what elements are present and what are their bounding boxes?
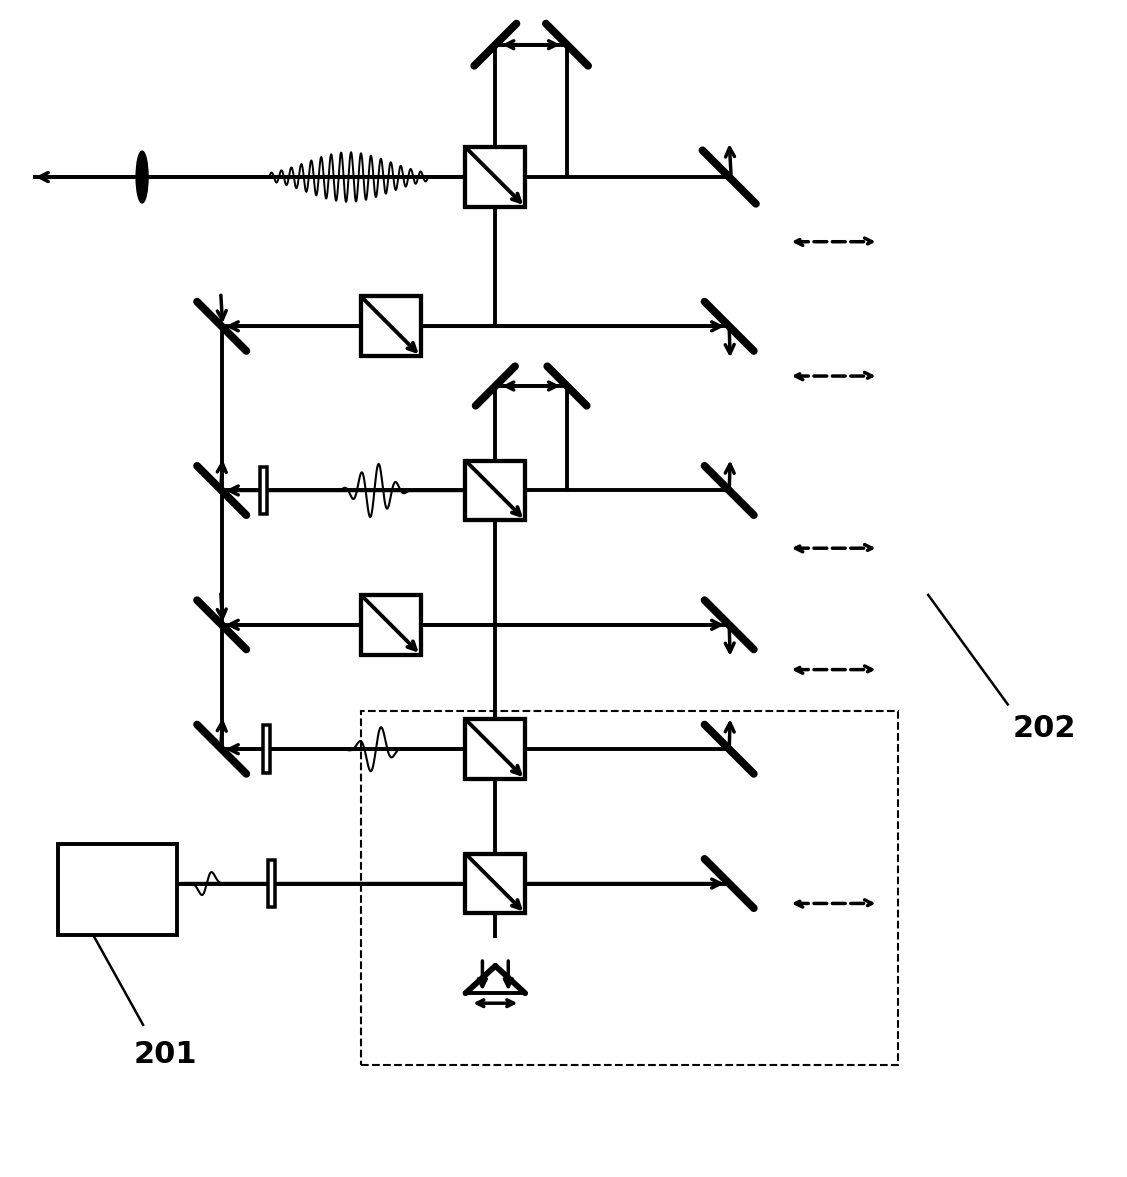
Bar <box>465 147 525 207</box>
Bar <box>361 297 420 357</box>
Bar <box>465 853 525 913</box>
Bar <box>361 711 898 1065</box>
Ellipse shape <box>136 151 148 202</box>
Bar <box>268 859 275 907</box>
Text: 202: 202 <box>1013 714 1076 744</box>
Text: 201: 201 <box>133 1039 197 1069</box>
Bar <box>263 725 270 773</box>
Bar <box>465 719 525 779</box>
Bar <box>57 844 177 936</box>
Bar <box>260 466 267 514</box>
Bar <box>361 594 420 654</box>
Bar <box>465 460 525 520</box>
